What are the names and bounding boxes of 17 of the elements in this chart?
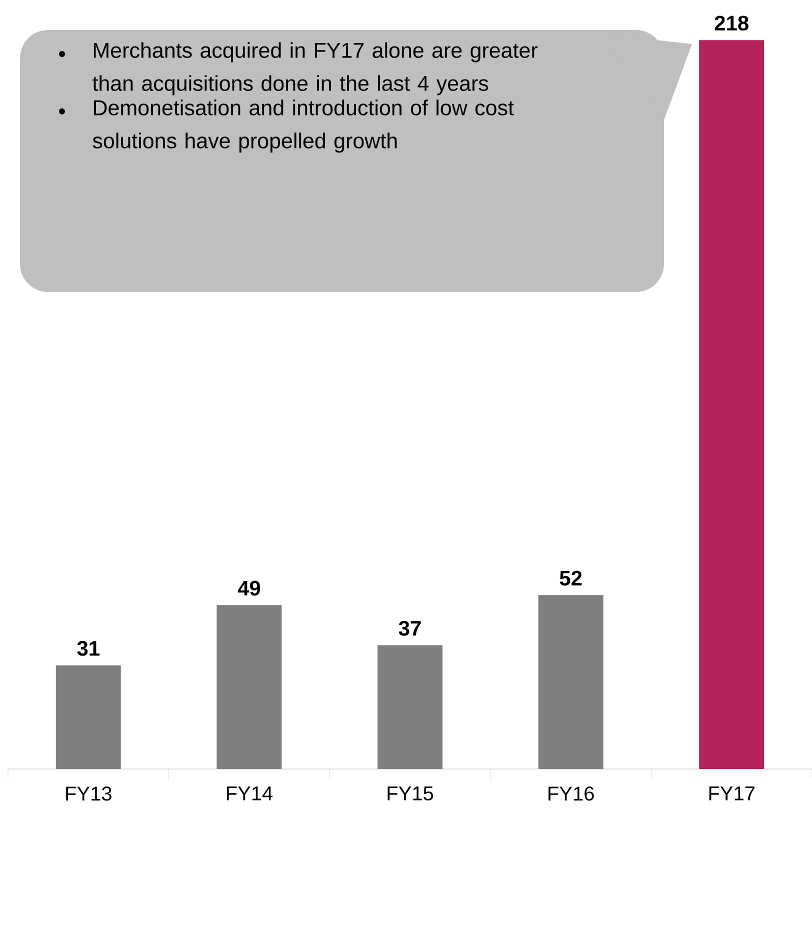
bar — [216, 605, 282, 769]
data-label: 37 — [398, 620, 421, 636]
annotation: Merchants acquired in FY17 alone are greater than acquisitions done in the last 4 years — [92, 42, 538, 96]
x-tick-label: FY13 — [66, 786, 112, 801]
data-label: 31 — [77, 640, 100, 656]
bar — [538, 595, 604, 769]
x-tick-label: FY14 — [226, 786, 273, 800]
x-tick-label: FY15 — [388, 786, 434, 800]
data-label: 218 — [714, 16, 748, 31]
bar — [56, 665, 121, 769]
x-tick-label: FY16 — [548, 786, 594, 801]
bar — [378, 645, 443, 769]
x-tick-label: FY17 — [709, 786, 755, 800]
bar — [699, 40, 764, 769]
data-label: 52 — [560, 570, 582, 586]
annotation: Demonetisation and introduction of low cost solutions have propelled growth — [92, 100, 514, 153]
data-label: 49 — [238, 580, 260, 596]
